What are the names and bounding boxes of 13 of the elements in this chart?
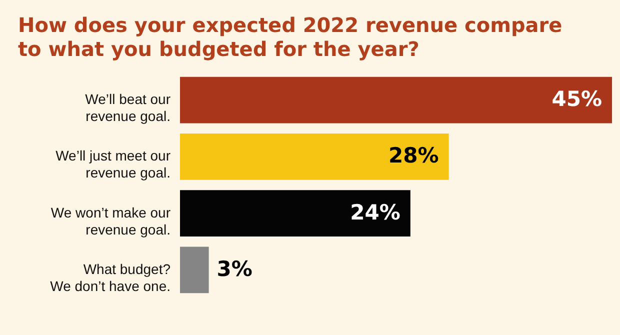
- bar: [180, 76, 612, 124]
- bar: [180, 246, 209, 294]
- y-tick-label: We’ll beat our revenue goal.: [85, 91, 171, 124]
- data-label: 45%: [552, 87, 602, 112]
- bar: [180, 190, 410, 237]
- y-tick-label: What budget? We don’t have one.: [50, 260, 171, 294]
- data-label: 24%: [350, 200, 400, 224]
- data-label: 3%: [216, 256, 252, 281]
- chart-title: How does your expected 2022 revenue compare to what you budgeted for the year?: [18, 13, 562, 61]
- bar: [180, 133, 449, 180]
- data-label: 28%: [388, 144, 439, 168]
- y-tick-label: We won’t make our revenue goal.: [50, 204, 171, 238]
- y-tick-label: We’ll just meet our revenue goal.: [56, 148, 171, 181]
